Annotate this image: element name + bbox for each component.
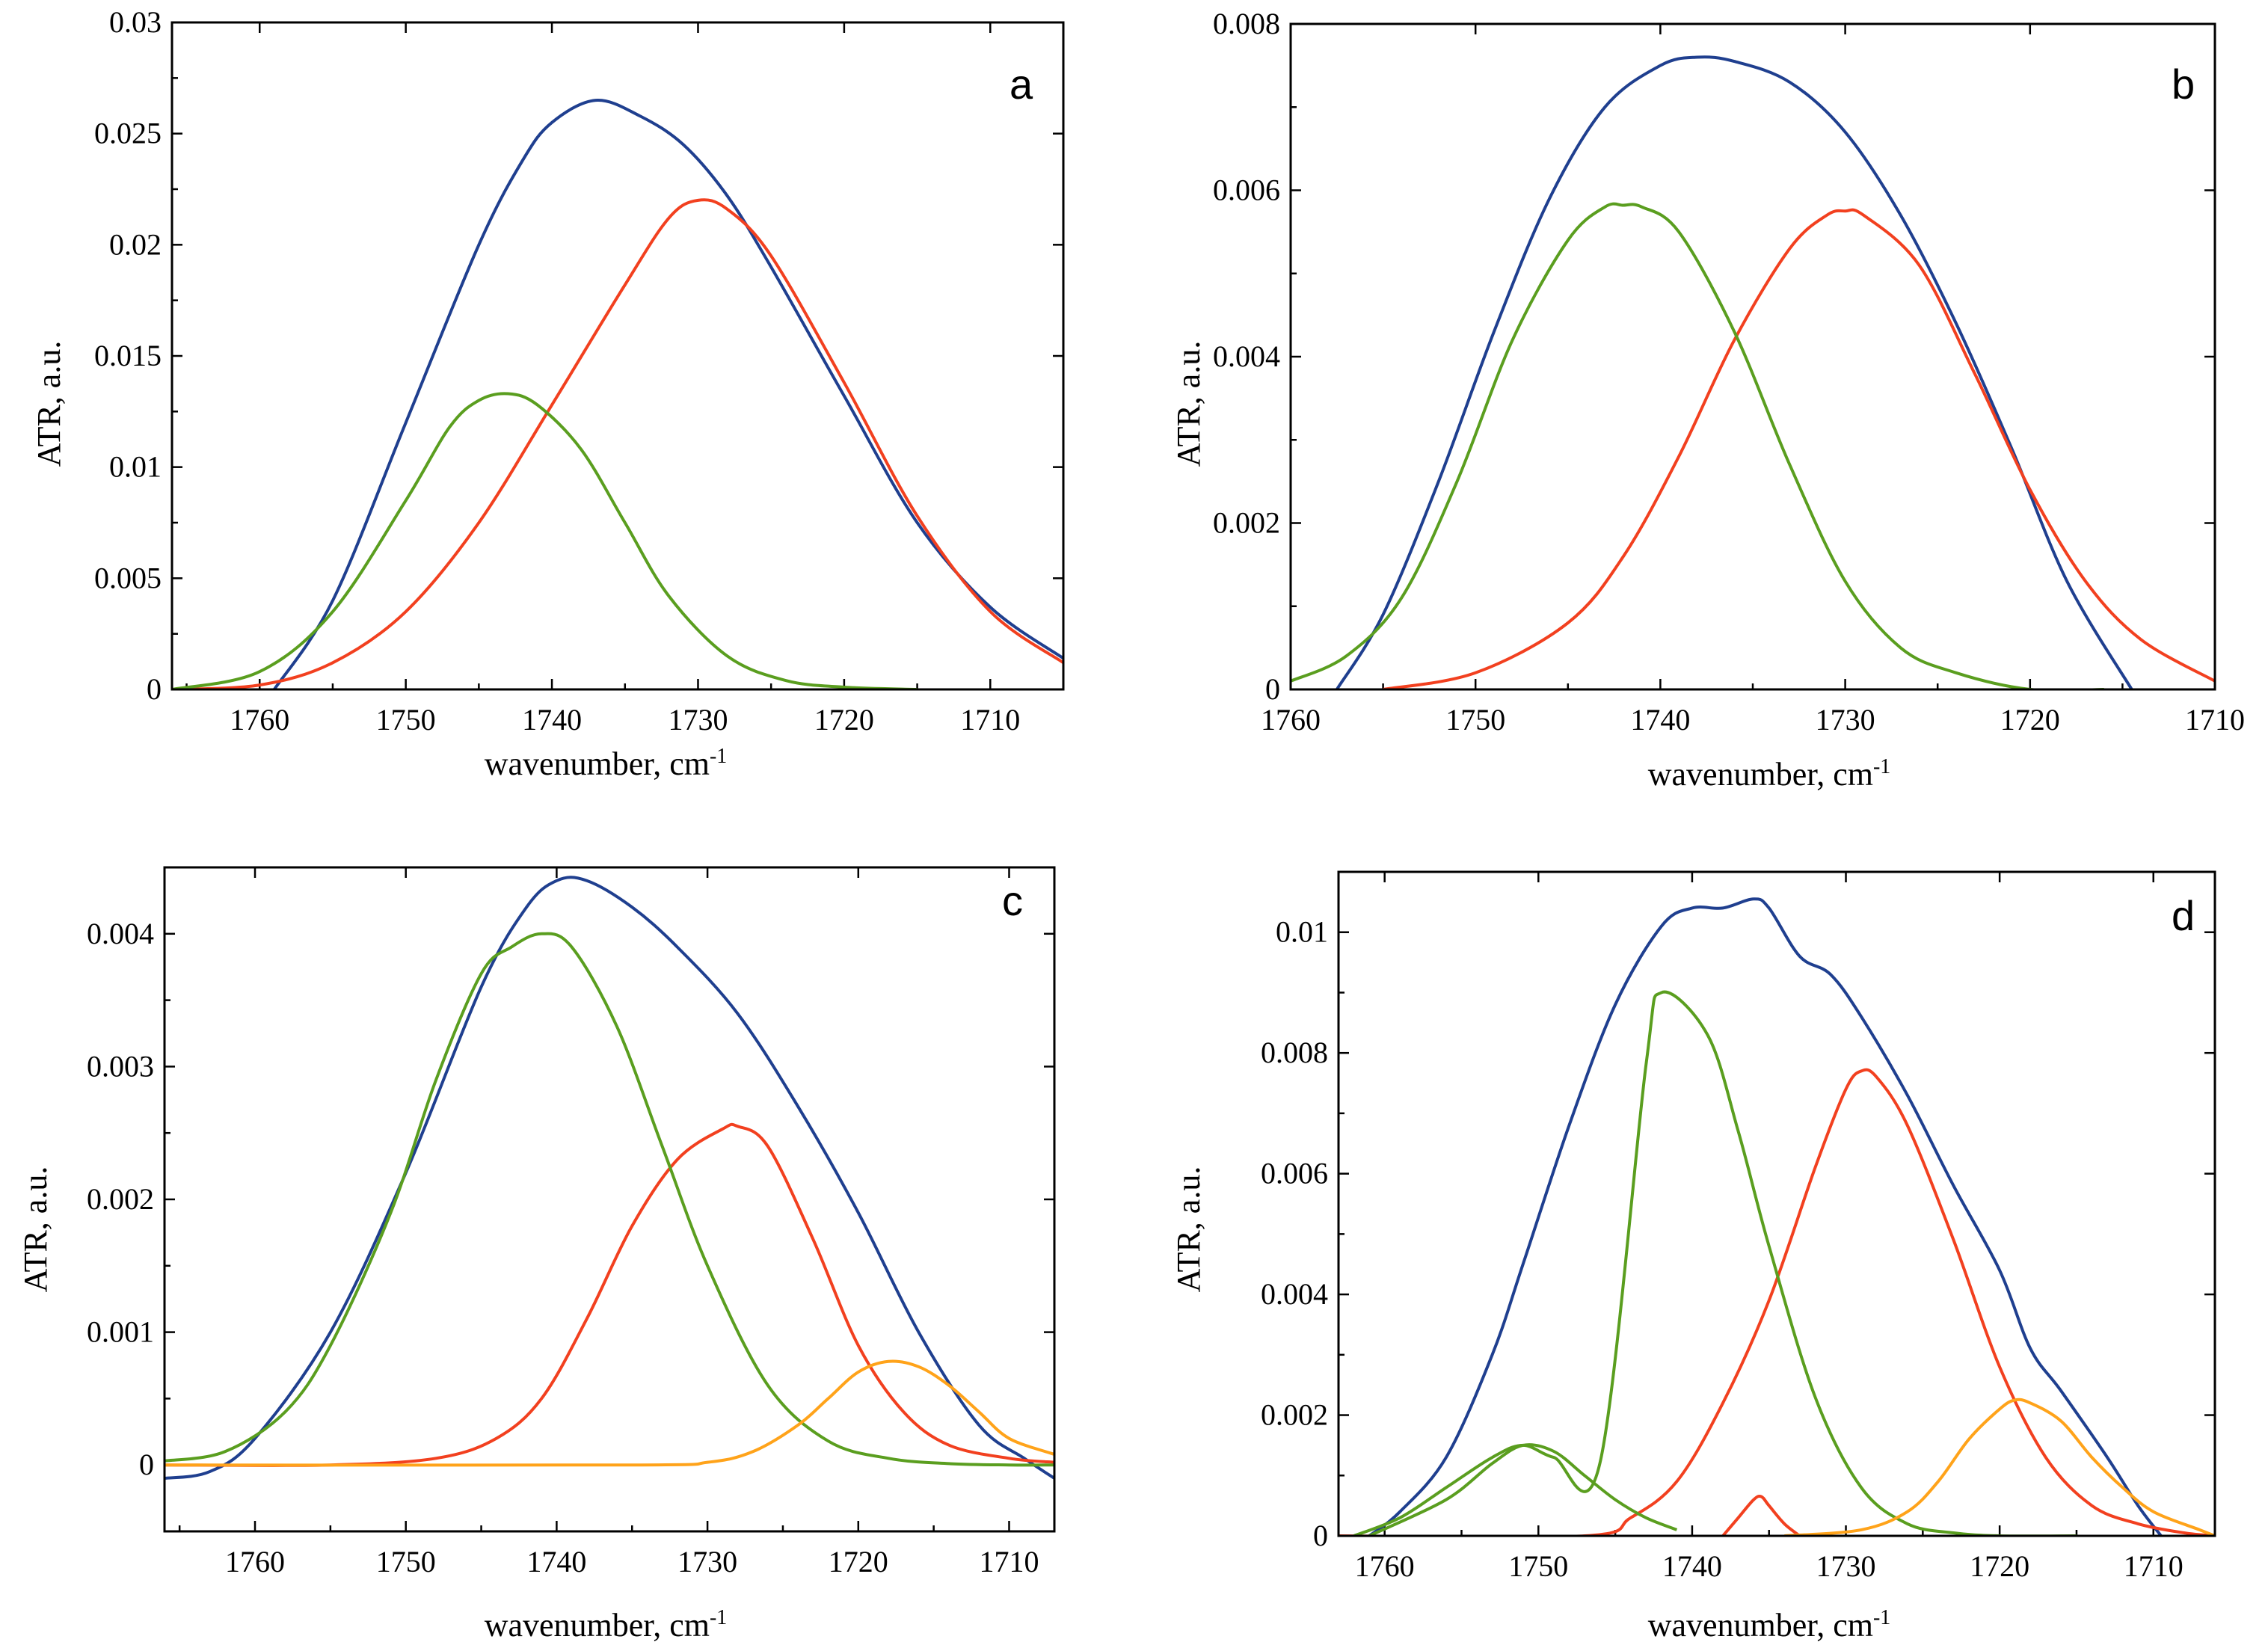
panel-d-series-green-3 bbox=[1353, 990, 2077, 1536]
chart-panel-d: 0 0.002 0.004 0.006 0.008 0.01 1760 1750 1740 173… bbox=[1170, 870, 2216, 1644]
panel-c-ytick-label: 0.004 bbox=[87, 917, 154, 950]
panel-b-ytick-label: 0.004 bbox=[1213, 339, 1280, 373]
panel-a-ytick-label: 0.03 bbox=[109, 5, 162, 39]
panel-c-xtick-label: 1740 bbox=[526, 1545, 586, 1578]
panel-a-series-red-1 bbox=[172, 198, 1063, 689]
panel-b-ytick-label: 0 bbox=[1265, 672, 1280, 706]
panel-b-letter: b bbox=[2172, 61, 2195, 108]
panel-c-series-orange-3 bbox=[165, 1359, 1054, 1467]
panel-d-xtick-label: 1710 bbox=[2124, 1549, 2184, 1583]
chart-panel-b: 0 0.002 0.004 0.006 0.008 1760 1750 1740 1730 172… bbox=[1170, 7, 2245, 793]
panel-c-ytick-label: 0.001 bbox=[87, 1315, 154, 1349]
panel-a-xlabel: wavenumber, cm-1 bbox=[485, 745, 728, 782]
panel-a-xtick-label: 1720 bbox=[814, 703, 874, 737]
panel-d-xtick-label: 1730 bbox=[1816, 1549, 1876, 1583]
panel-d-letter: d bbox=[2172, 892, 2195, 939]
panel-b-ytick-label: 0.002 bbox=[1213, 506, 1280, 540]
panel-a-ytick-label: 0.01 bbox=[109, 450, 162, 484]
panel-c-series-green-2 bbox=[165, 932, 1054, 1467]
panel-c-letter: c bbox=[1002, 877, 1023, 924]
panel-b-frame bbox=[1289, 22, 2216, 691]
panel-b-xtick-label: 1720 bbox=[2000, 703, 2060, 737]
panel-d-ytick-label: 0.004 bbox=[1261, 1277, 1328, 1311]
panel-a-xtick-label: 1730 bbox=[668, 703, 728, 737]
panel-c-ytick-label: 0.003 bbox=[87, 1049, 154, 1083]
panel-c-series-blue-0 bbox=[165, 876, 1054, 1480]
panel-a-letter: a bbox=[1009, 61, 1033, 108]
panel-a-ytick-label: 0.025 bbox=[94, 117, 162, 150]
panel-c-ytick-label: 0.002 bbox=[87, 1182, 154, 1216]
panel-b-plot: 0 0.002 0.004 0.006 0.008 1760 1750 1740 1730 172… bbox=[1213, 7, 2245, 737]
panel-c-series-red-1 bbox=[165, 1122, 1054, 1467]
panel-c-xtick-label: 1760 bbox=[225, 1545, 285, 1578]
panel-c-plot: 0 0.001 0.002 0.003 0.004 1760 1750 1740 1730 172… bbox=[87, 866, 1056, 1578]
panel-c-xtick-label: 1750 bbox=[376, 1545, 436, 1578]
panel-a-xtick-label: 1710 bbox=[960, 703, 1020, 737]
panel-d-xlabel: wavenumber, cm-1 bbox=[1648, 1606, 1891, 1644]
panel-d-series-orange-5 bbox=[1784, 1398, 2215, 1536]
panel-d-ytick-label: 0.002 bbox=[1261, 1398, 1328, 1432]
panel-b-xtick-label: 1740 bbox=[1630, 703, 1690, 737]
panel-b-xtick-label: 1760 bbox=[1261, 703, 1321, 737]
panel-a-xtick-label: 1750 bbox=[376, 703, 436, 737]
panel-b-xtick-label: 1750 bbox=[1445, 703, 1505, 737]
panel-d-xtick-label: 1750 bbox=[1508, 1549, 1568, 1583]
panel-b-xtick-label: 1710 bbox=[2185, 703, 2245, 737]
panel-d-ylabel: ATR, a.u. bbox=[1170, 1166, 1207, 1293]
panel-a-frame bbox=[170, 21, 1065, 691]
panel-d-series-red-1 bbox=[1339, 1068, 2215, 1536]
panel-d-xtick-label: 1760 bbox=[1355, 1549, 1415, 1583]
panel-a-ytick-label: 0 bbox=[147, 672, 162, 706]
panel-b-ylabel: ATR, a.u. bbox=[1170, 341, 1207, 467]
panel-b-series-blue-0 bbox=[1336, 55, 2133, 689]
panel-c-ytick-label: 0 bbox=[139, 1448, 154, 1481]
panel-a-plot: 0 0.005 0.01 0.015 0.02 0.025 0.03 1760 1750 1740… bbox=[94, 5, 1065, 737]
panel-a-xtick-label: 1760 bbox=[230, 703, 289, 737]
panel-b-series-red-1 bbox=[1383, 208, 2215, 689]
panel-a-xtick-label: 1740 bbox=[522, 703, 582, 737]
panel-a-ytick-label: 0.02 bbox=[109, 227, 162, 261]
panel-c-xlabel: wavenumber, cm-1 bbox=[485, 1606, 728, 1644]
chart-panel-c: 0 0.001 0.002 0.003 0.004 1760 1750 1740 1730 172… bbox=[17, 866, 1056, 1644]
panel-b-xlabel: wavenumber, cm-1 bbox=[1648, 755, 1891, 793]
panel-d-frame bbox=[1337, 870, 2216, 1537]
panel-d-series-blue-0 bbox=[1368, 897, 2163, 1536]
panel-c-xtick-label: 1710 bbox=[979, 1545, 1039, 1578]
panel-c-xtick-label: 1730 bbox=[677, 1545, 737, 1578]
panel-d-ytick-label: 0.006 bbox=[1261, 1157, 1328, 1190]
panel-a-ytick-label: 0.015 bbox=[94, 339, 162, 372]
panel-d-ytick-label: 0 bbox=[1313, 1519, 1328, 1552]
panel-d-series-red-2 bbox=[1721, 1494, 1801, 1536]
chart-panel-a: 0 0.005 0.01 0.015 0.02 0.025 0.03 1760 1750 1740… bbox=[31, 5, 1065, 782]
panel-c-frame bbox=[163, 866, 1056, 1533]
panel-b-series-green-2 bbox=[1291, 202, 2104, 689]
panel-c-xtick-label: 1720 bbox=[829, 1545, 888, 1578]
panel-b-ytick-label: 0.006 bbox=[1213, 173, 1280, 207]
panel-a-series-blue-0 bbox=[273, 99, 1063, 689]
panel-a-ylabel: ATR, a.u. bbox=[31, 341, 67, 467]
panel-a-ytick-label: 0.005 bbox=[94, 561, 162, 594]
panel-d-xtick-label: 1720 bbox=[1970, 1549, 2029, 1583]
panel-d-plot: 0 0.002 0.004 0.006 0.008 0.01 1760 1750 1740 173… bbox=[1261, 870, 2216, 1583]
panel-d-ytick-label: 0.008 bbox=[1261, 1036, 1328, 1069]
panel-a-series-green-2 bbox=[172, 392, 918, 689]
panel-d-xtick-label: 1740 bbox=[1662, 1549, 1722, 1583]
panel-b-xtick-label: 1730 bbox=[1816, 703, 1875, 737]
panel-d-series-green-4 bbox=[1368, 1443, 1678, 1536]
panel-d-ytick-label: 0.01 bbox=[1276, 915, 1328, 949]
panel-b-ytick-label: 0.008 bbox=[1213, 7, 1280, 40]
panel-c-ylabel: ATR, a.u. bbox=[17, 1166, 54, 1293]
